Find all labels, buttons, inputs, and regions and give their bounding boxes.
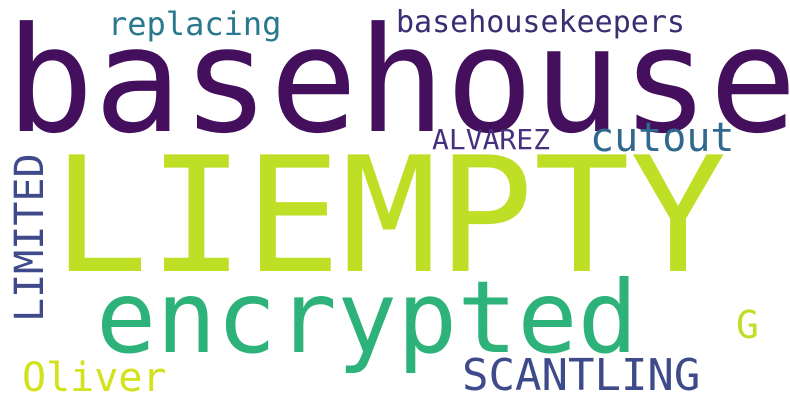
word-encrypted: encrypted (96, 259, 638, 376)
word-replacing: replacing (108, 5, 282, 43)
word-g: G (736, 303, 759, 347)
word-liempty: LIEMPTY (52, 122, 727, 309)
word-basehousekeepers: basehousekeepers (396, 5, 685, 40)
word-oliver: Oliver (22, 355, 167, 401)
word-cutout: cutout (590, 115, 735, 161)
word-basehouse: basehouse (6, 0, 790, 166)
word-scantling: SCANTLING (462, 350, 701, 401)
word-alvarez: ALVAREZ (432, 123, 551, 156)
word-limited: LIMITED (7, 153, 53, 322)
